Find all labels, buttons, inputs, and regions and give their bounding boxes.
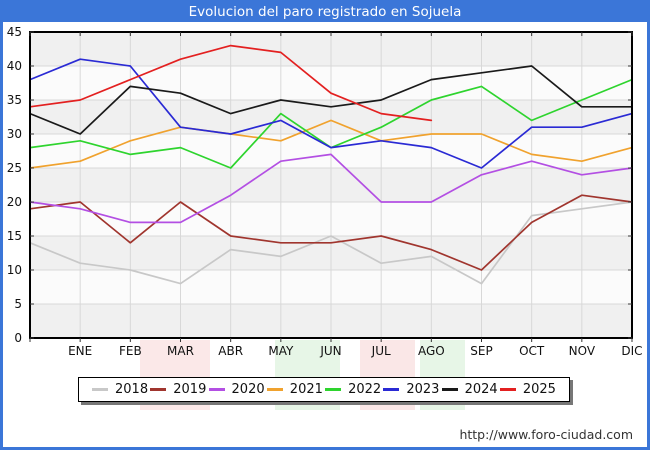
svg-text:SEP: SEP [470,344,492,358]
svg-text:20: 20 [7,195,22,209]
legend-item-2021: 2021 [266,382,323,397]
legend-label-2019: 2019 [173,382,207,397]
legend-item-2023: 2023 [383,382,439,397]
svg-text:AGO: AGO [418,344,445,358]
legend-label-2022: 2022 [348,382,382,397]
svg-text:NOV: NOV [569,344,596,358]
svg-text:30: 30 [7,127,22,141]
svg-text:ABR: ABR [218,344,243,358]
legend-swatch-2020 [208,388,225,391]
chart-legend: 2018 2019 2020 2021 2022 2023 2024 2025 [78,377,570,402]
legend-swatch-2019 [150,388,167,391]
series-line-2020 [29,153,633,224]
svg-text:35: 35 [7,93,22,107]
legend-swatch-2018 [92,388,108,391]
svg-text:FEB: FEB [119,344,142,358]
legend-label-2023: 2023 [406,382,440,397]
svg-text:5: 5 [14,297,22,311]
legend-swatch-2025 [499,388,516,391]
tick-marks [29,31,633,342]
svg-text:0: 0 [14,331,22,345]
svg-text:JUL: JUL [371,344,391,358]
svg-text:25: 25 [7,161,22,175]
y-axis-labels: 0 5 10 15 20 25 30 35 40 45 [7,25,22,345]
svg-text:OCT: OCT [519,344,545,358]
legend-swatch-2023 [383,388,400,391]
svg-text:15: 15 [7,229,22,243]
legend-item-2022: 2022 [325,382,381,397]
legend-label-2024: 2024 [464,382,498,397]
series-line-2025 [29,44,433,122]
footer-link[interactable]: http://www.foro-ciudad.com [459,427,633,442]
svg-text:10: 10 [7,263,22,277]
series-line-2019 [29,194,633,271]
svg-text:45: 45 [7,25,22,39]
svg-text:JUN: JUN [319,344,341,358]
legend-item-2019: 2019 [150,382,206,397]
chart-title: Evolucion del paro registrado en Sojuela [3,3,647,22]
legend-item-2025: 2025 [499,382,556,397]
svg-text:ENE: ENE [68,344,92,358]
legend-label-2020: 2020 [231,382,265,397]
svg-text:MAR: MAR [167,344,194,358]
legend-label-2021: 2021 [289,382,323,397]
series-line-2023 [29,58,633,169]
svg-text:40: 40 [7,59,22,73]
x-axis-labels: ENE FEB MAR ABR MAY JUN JUL AGO SEP OCT NOV DIC [68,344,642,358]
legend-swatch-2024 [441,388,458,391]
series-line-2018 [29,201,633,285]
legend-item-2024: 2024 [441,382,498,397]
legend-swatch-2021 [266,388,283,391]
legend-item-2018: 2018 [92,382,148,397]
legend-item-2020: 2020 [208,382,265,397]
series-line-2024 [29,65,633,135]
legend-label-2018: 2018 [115,382,149,397]
legend-label-2025: 2025 [522,382,556,397]
svg-text:DIC: DIC [621,344,642,358]
series-line-2021 [29,119,633,169]
legend-swatch-2022 [325,388,342,391]
svg-text:MAY: MAY [268,344,294,358]
